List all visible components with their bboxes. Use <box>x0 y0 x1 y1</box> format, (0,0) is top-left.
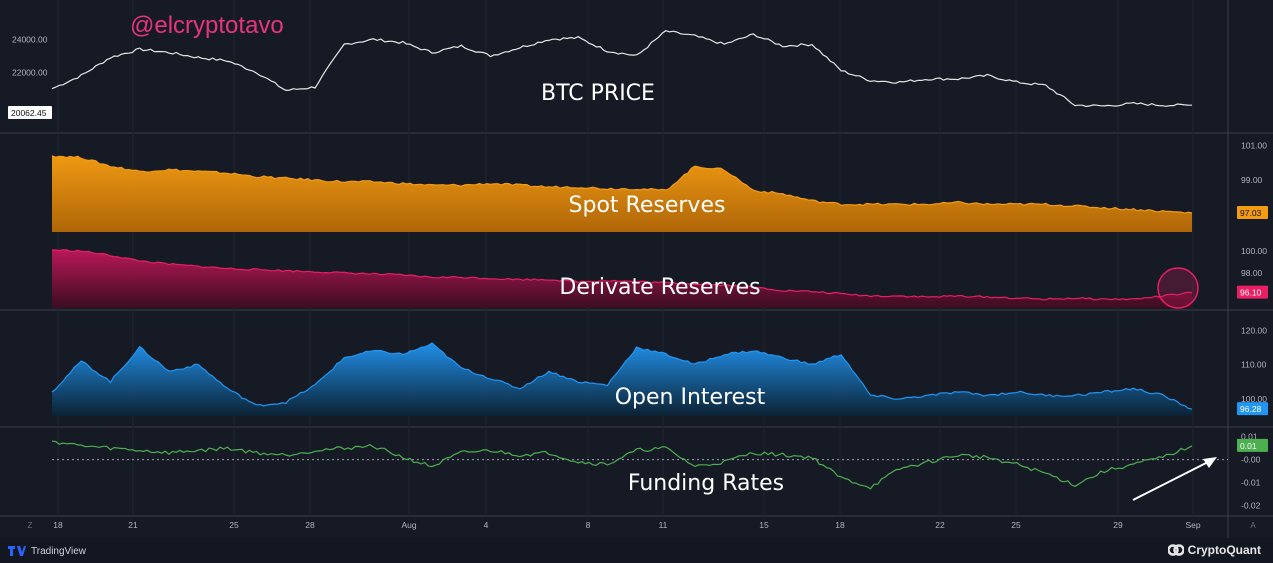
y-tick-label: 101.00 <box>1241 140 1267 150</box>
series-line-2 <box>51 249 1193 301</box>
x-tick-label: 8 <box>586 520 591 530</box>
gridlines <box>0 0 1273 538</box>
last-value-badge <box>8 106 52 119</box>
panel-title: Spot Reserves <box>569 193 726 218</box>
y-tick-label: -0.02 <box>1241 501 1261 511</box>
tradingview-logo: TradingView <box>8 543 86 559</box>
y-tick-label: -0.00 <box>1241 455 1261 465</box>
last-value-badge <box>1237 285 1268 299</box>
tradingview-icon <box>8 546 26 556</box>
series-line-1 <box>51 155 1193 214</box>
y-tick-label: 99.00 <box>1241 175 1263 185</box>
y-tick-label: 100.00 <box>1241 394 1267 404</box>
panel-title: Funding Rates <box>628 471 784 496</box>
x-tick-label: 15 <box>759 520 769 530</box>
series-area-1 <box>52 155 1192 232</box>
last-value-text: 96.10 <box>1240 288 1262 298</box>
x-tick-label: 4 <box>484 520 489 530</box>
panel-title: Derivate Reserves <box>559 275 760 300</box>
last-value-badge <box>1237 402 1268 416</box>
panel-title: Open Interest <box>615 385 766 410</box>
watermark-handle: @elcryptotavo <box>130 12 284 39</box>
x-tick-label: 25 <box>229 520 239 530</box>
multi-panel-chart: BTC PRICE Spot Reserves Derivate Reserves O… <box>0 0 1273 538</box>
highlight-circle <box>1157 267 1199 309</box>
series-line-0 <box>51 30 1193 108</box>
y-tick-label: 0.01 <box>1241 432 1258 442</box>
y-tick-label: 98.00 <box>1241 268 1263 278</box>
timezone-corner[interactable]: Z <box>28 521 33 530</box>
series-line-3 <box>51 342 1193 410</box>
last-value-text: 97.03 <box>1240 208 1262 218</box>
x-tick-label: Sep <box>1185 520 1200 530</box>
x-tick-label: 29 <box>1113 520 1123 530</box>
y-tick-label: 110.00 <box>1241 360 1267 370</box>
x-tick-label: 22 <box>935 520 945 530</box>
y-tick-label: 22000.00 <box>12 67 48 77</box>
y-tick-label: 100.00 <box>1241 246 1267 256</box>
cryptoquant-logo: CryptoQuant <box>1167 542 1261 558</box>
footer-bar: TradingView CryptoQuant <box>0 538 1273 563</box>
chart-panels: BTC PRICE Spot Reserves Derivate Reserves O… <box>51 30 1228 496</box>
autoscale-corner[interactable]: A <box>1250 521 1256 530</box>
panel-title: BTC PRICE <box>541 81 655 106</box>
tradingview-label: TradingView <box>31 545 87 557</box>
cryptoquant-label: CryptoQuant <box>1187 543 1261 557</box>
axes: 18 21 25 28 Aug 4 8 11 15 18 22 25 29 Sep Z A 24000.00 22… <box>8 34 1268 530</box>
series-line-4 <box>51 440 1193 490</box>
x-tick-label: 18 <box>835 520 845 530</box>
y-tick-label: 120.00 <box>1241 325 1267 335</box>
x-tick-label: 25 <box>1011 520 1021 530</box>
x-tick-label: Aug <box>401 520 416 530</box>
y-tick-label: 24000.00 <box>12 34 48 44</box>
last-value-text: 96.28 <box>1240 404 1262 414</box>
last-value-text: 0.01 <box>1240 441 1257 451</box>
y-tick-label: -0.01 <box>1241 478 1261 488</box>
last-value-badge <box>1237 438 1268 452</box>
x-tick-label: 28 <box>305 520 315 530</box>
x-tick-label: 18 <box>53 520 63 530</box>
arrow-annotation <box>1132 457 1217 501</box>
last-value-text: 20062.45 <box>11 108 47 118</box>
last-value-badge <box>1237 205 1268 219</box>
x-tick-label: 21 <box>128 520 138 530</box>
x-tick-label: 11 <box>659 520 668 530</box>
cryptoquant-icon <box>1167 544 1184 556</box>
series-area-2 <box>52 249 1192 308</box>
